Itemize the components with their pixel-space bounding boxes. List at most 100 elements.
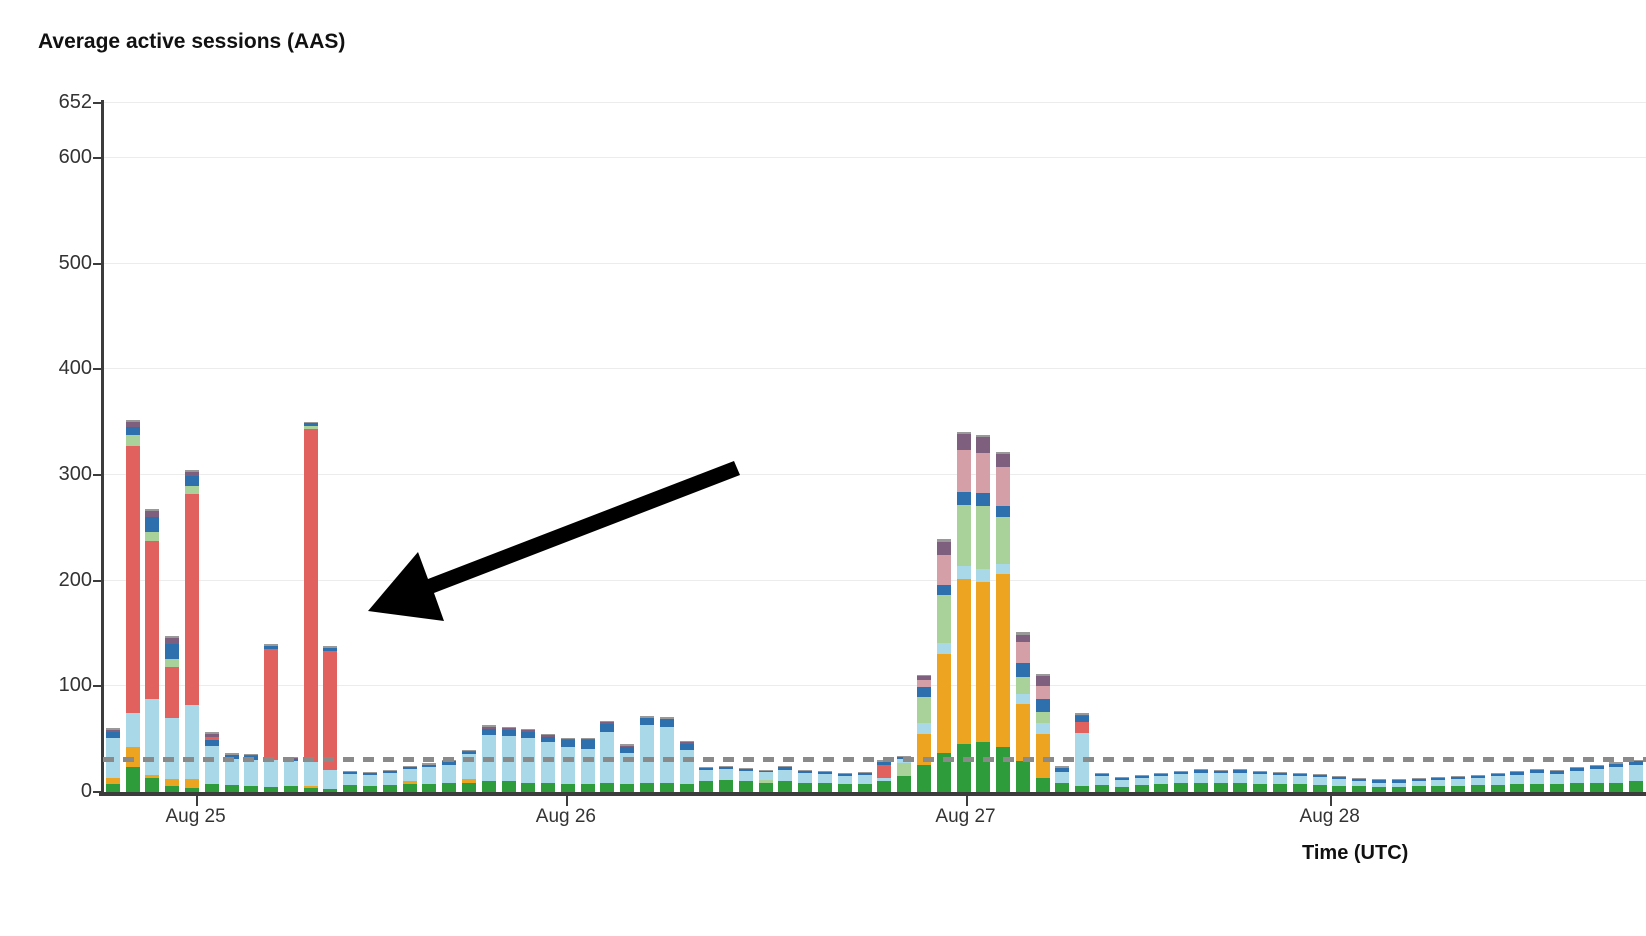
light-blue-segment <box>303 762 318 786</box>
orange-segment <box>461 779 476 783</box>
stacked-bar[interactable] <box>224 752 239 792</box>
gray-cap <box>620 744 635 746</box>
green-segment <box>699 781 714 792</box>
stacked-bar[interactable] <box>916 674 931 792</box>
stacked-bar[interactable] <box>679 741 694 792</box>
stacked-bar[interactable] <box>620 744 635 792</box>
stacked-bar[interactable] <box>1629 760 1644 792</box>
stacked-bar[interactable] <box>798 769 813 792</box>
stacked-bar[interactable] <box>1312 774 1327 792</box>
stacked-bar[interactable] <box>837 773 852 792</box>
stacked-bar[interactable] <box>1510 770 1525 792</box>
stacked-bar[interactable] <box>402 765 417 792</box>
light-blue-segment <box>1391 782 1406 787</box>
stacked-bar[interactable] <box>560 738 575 792</box>
stacked-bar[interactable] <box>1094 773 1109 792</box>
stacked-bar[interactable] <box>956 431 971 792</box>
stacked-bar[interactable] <box>1431 777 1446 792</box>
stacked-bar[interactable] <box>1114 777 1129 792</box>
stacked-bar[interactable] <box>976 434 991 792</box>
stacked-bar[interactable] <box>461 749 476 792</box>
stacked-bar[interactable] <box>1332 776 1347 792</box>
stacked-bar[interactable] <box>1035 673 1050 792</box>
stacked-bar[interactable] <box>343 770 358 792</box>
stacked-bar[interactable] <box>442 760 457 792</box>
green-segment <box>145 778 160 792</box>
stacked-bar[interactable] <box>125 420 140 792</box>
orange-segment <box>1015 704 1030 762</box>
orange-segment <box>105 778 120 784</box>
pale-green-segment <box>897 763 912 777</box>
stacked-bar[interactable] <box>1015 632 1030 792</box>
gray-cap <box>956 431 971 434</box>
stacked-bar[interactable] <box>185 469 200 792</box>
plot-area <box>103 102 1646 792</box>
stacked-bar[interactable] <box>1530 768 1545 792</box>
stacked-bar[interactable] <box>818 770 833 792</box>
steel-blue-segment <box>976 492 991 506</box>
stacked-bar[interactable] <box>877 760 892 792</box>
pale-green-segment <box>165 658 180 668</box>
stacked-bar[interactable] <box>303 422 318 792</box>
stacked-bar[interactable] <box>1154 773 1169 792</box>
gray-cap <box>1569 766 1584 768</box>
stacked-bar[interactable] <box>1075 712 1090 792</box>
rose-dotted-segment <box>1015 641 1030 664</box>
stacked-bar[interactable] <box>283 757 298 792</box>
stacked-bar[interactable] <box>1273 771 1288 792</box>
stacked-bar[interactable] <box>1055 765 1070 792</box>
stacked-bar[interactable] <box>541 733 556 792</box>
stacked-bar[interactable] <box>1470 775 1485 792</box>
stacked-bar[interactable] <box>264 644 279 792</box>
green-segment <box>778 781 793 792</box>
stacked-bar[interactable] <box>382 769 397 792</box>
stacked-bar[interactable] <box>719 765 734 792</box>
stacked-bar[interactable] <box>1549 769 1564 792</box>
stacked-bar[interactable] <box>165 635 180 792</box>
stacked-bar[interactable] <box>1193 768 1208 792</box>
plum-segment <box>244 755 259 757</box>
stacked-bar[interactable] <box>640 715 654 792</box>
stacked-bar[interactable] <box>1174 770 1189 792</box>
gray-cap <box>1530 768 1545 770</box>
stacked-bar[interactable] <box>1490 773 1505 792</box>
stacked-bar[interactable] <box>1352 778 1367 792</box>
stacked-bar[interactable] <box>738 767 753 792</box>
stacked-bar[interactable] <box>1609 762 1624 792</box>
stacked-bar[interactable] <box>1391 779 1406 792</box>
gridline-300 <box>103 473 1646 475</box>
stacked-bar[interactable] <box>778 765 793 792</box>
stacked-bar[interactable] <box>1292 773 1307 792</box>
stacked-bar[interactable] <box>204 731 219 792</box>
pale-green-segment <box>1035 711 1050 724</box>
stacked-bar[interactable] <box>1569 766 1584 792</box>
stacked-bar[interactable] <box>1134 775 1149 792</box>
stacked-bar[interactable] <box>1213 769 1228 792</box>
stacked-bar[interactable] <box>1411 778 1426 792</box>
green-segment <box>1233 782 1248 792</box>
stacked-bar[interactable] <box>1233 768 1248 792</box>
stacked-bar[interactable] <box>323 646 338 792</box>
gray-cap <box>1015 632 1030 635</box>
stacked-bar[interactable] <box>600 721 615 792</box>
stacked-bar[interactable] <box>857 771 872 792</box>
stacked-bar[interactable] <box>1253 770 1268 792</box>
stacked-bar[interactable] <box>659 717 674 792</box>
stacked-bar[interactable] <box>145 508 160 792</box>
gray-cap <box>916 674 931 676</box>
stacked-bar[interactable] <box>580 738 595 792</box>
light-blue-segment <box>422 766 437 784</box>
stacked-bar[interactable] <box>422 763 437 792</box>
stacked-bar[interactable] <box>363 771 378 792</box>
stacked-bar[interactable] <box>1371 779 1386 792</box>
stacked-bar[interactable] <box>996 451 1011 792</box>
stacked-bar[interactable] <box>1451 776 1466 792</box>
stacked-bar[interactable] <box>758 769 773 792</box>
stacked-bar[interactable] <box>699 766 714 792</box>
green-segment <box>877 781 892 792</box>
light-blue-segment <box>1312 777 1327 785</box>
stacked-bar[interactable] <box>936 539 951 792</box>
y-tick-mark <box>93 579 101 582</box>
stacked-bar[interactable] <box>1589 764 1604 792</box>
gray-cap <box>1213 769 1228 771</box>
